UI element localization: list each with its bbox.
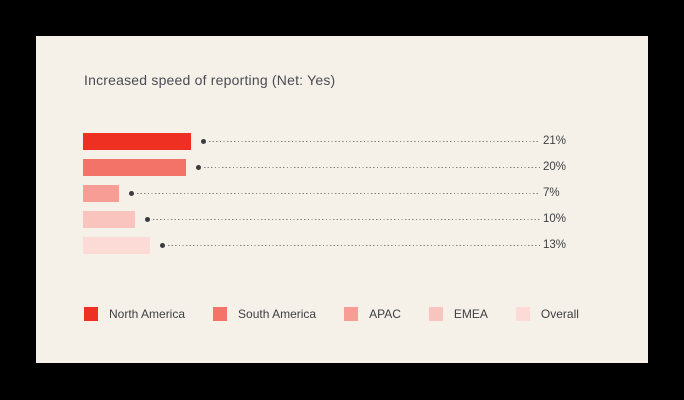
legend-swatch xyxy=(84,307,98,321)
legend-swatch xyxy=(515,307,530,321)
bar-overall[interactable] xyxy=(83,237,150,254)
bar-row-apac: 7% xyxy=(83,185,633,202)
leader-line xyxy=(137,192,540,194)
legend-label: Overall xyxy=(540,307,579,321)
legend-label: North America xyxy=(109,307,186,321)
chart-title: Increased speed of reporting (Net: Yes) xyxy=(84,72,336,88)
legend-item-overall[interactable]: Overall xyxy=(515,307,579,321)
leader-line xyxy=(209,140,540,142)
value-label: 10% xyxy=(543,213,567,225)
bar-south-america[interactable] xyxy=(83,159,186,176)
legend-swatch xyxy=(213,307,228,321)
legend: North America South America APAC EMEA Overal… xyxy=(84,307,579,321)
bar-row-overall: 13% xyxy=(83,237,633,254)
bar-chart-plot-area: 21% 20% 7% 10% 13% xyxy=(83,133,633,263)
legend-item-north-america[interactable]: North America xyxy=(84,307,185,321)
legend-label: South America xyxy=(238,307,317,321)
leader-dot xyxy=(144,217,150,222)
value-label: 21% xyxy=(543,135,567,147)
bar-row-emea: 10% xyxy=(83,211,633,228)
chart-panel: Increased speed of reporting (Net: Yes) … xyxy=(36,36,648,363)
legend-swatch xyxy=(344,307,359,321)
leader-dot xyxy=(159,243,165,248)
leader-line xyxy=(152,218,540,220)
bar-emea[interactable] xyxy=(83,211,135,228)
value-label: 13% xyxy=(543,239,567,251)
bar-row-north-america: 21% xyxy=(83,133,633,150)
legend-item-apac[interactable]: APAC xyxy=(344,307,401,321)
legend-item-emea[interactable]: EMEA xyxy=(428,307,488,321)
bar-row-south-america: 20% xyxy=(83,159,633,176)
legend-item-south-america[interactable]: South America xyxy=(213,307,316,321)
leader-dot xyxy=(201,139,207,144)
leader-line xyxy=(167,244,540,246)
legend-label: EMEA xyxy=(453,307,488,321)
bar-apac[interactable] xyxy=(83,185,120,202)
leader-dot xyxy=(129,191,135,196)
value-label: 20% xyxy=(543,161,567,173)
leader-line xyxy=(204,166,540,168)
bar-north-america[interactable] xyxy=(83,133,192,150)
value-label: 7% xyxy=(543,187,560,199)
legend-swatch xyxy=(428,307,443,321)
leader-dot xyxy=(196,165,201,170)
legend-label: APAC xyxy=(369,307,401,321)
